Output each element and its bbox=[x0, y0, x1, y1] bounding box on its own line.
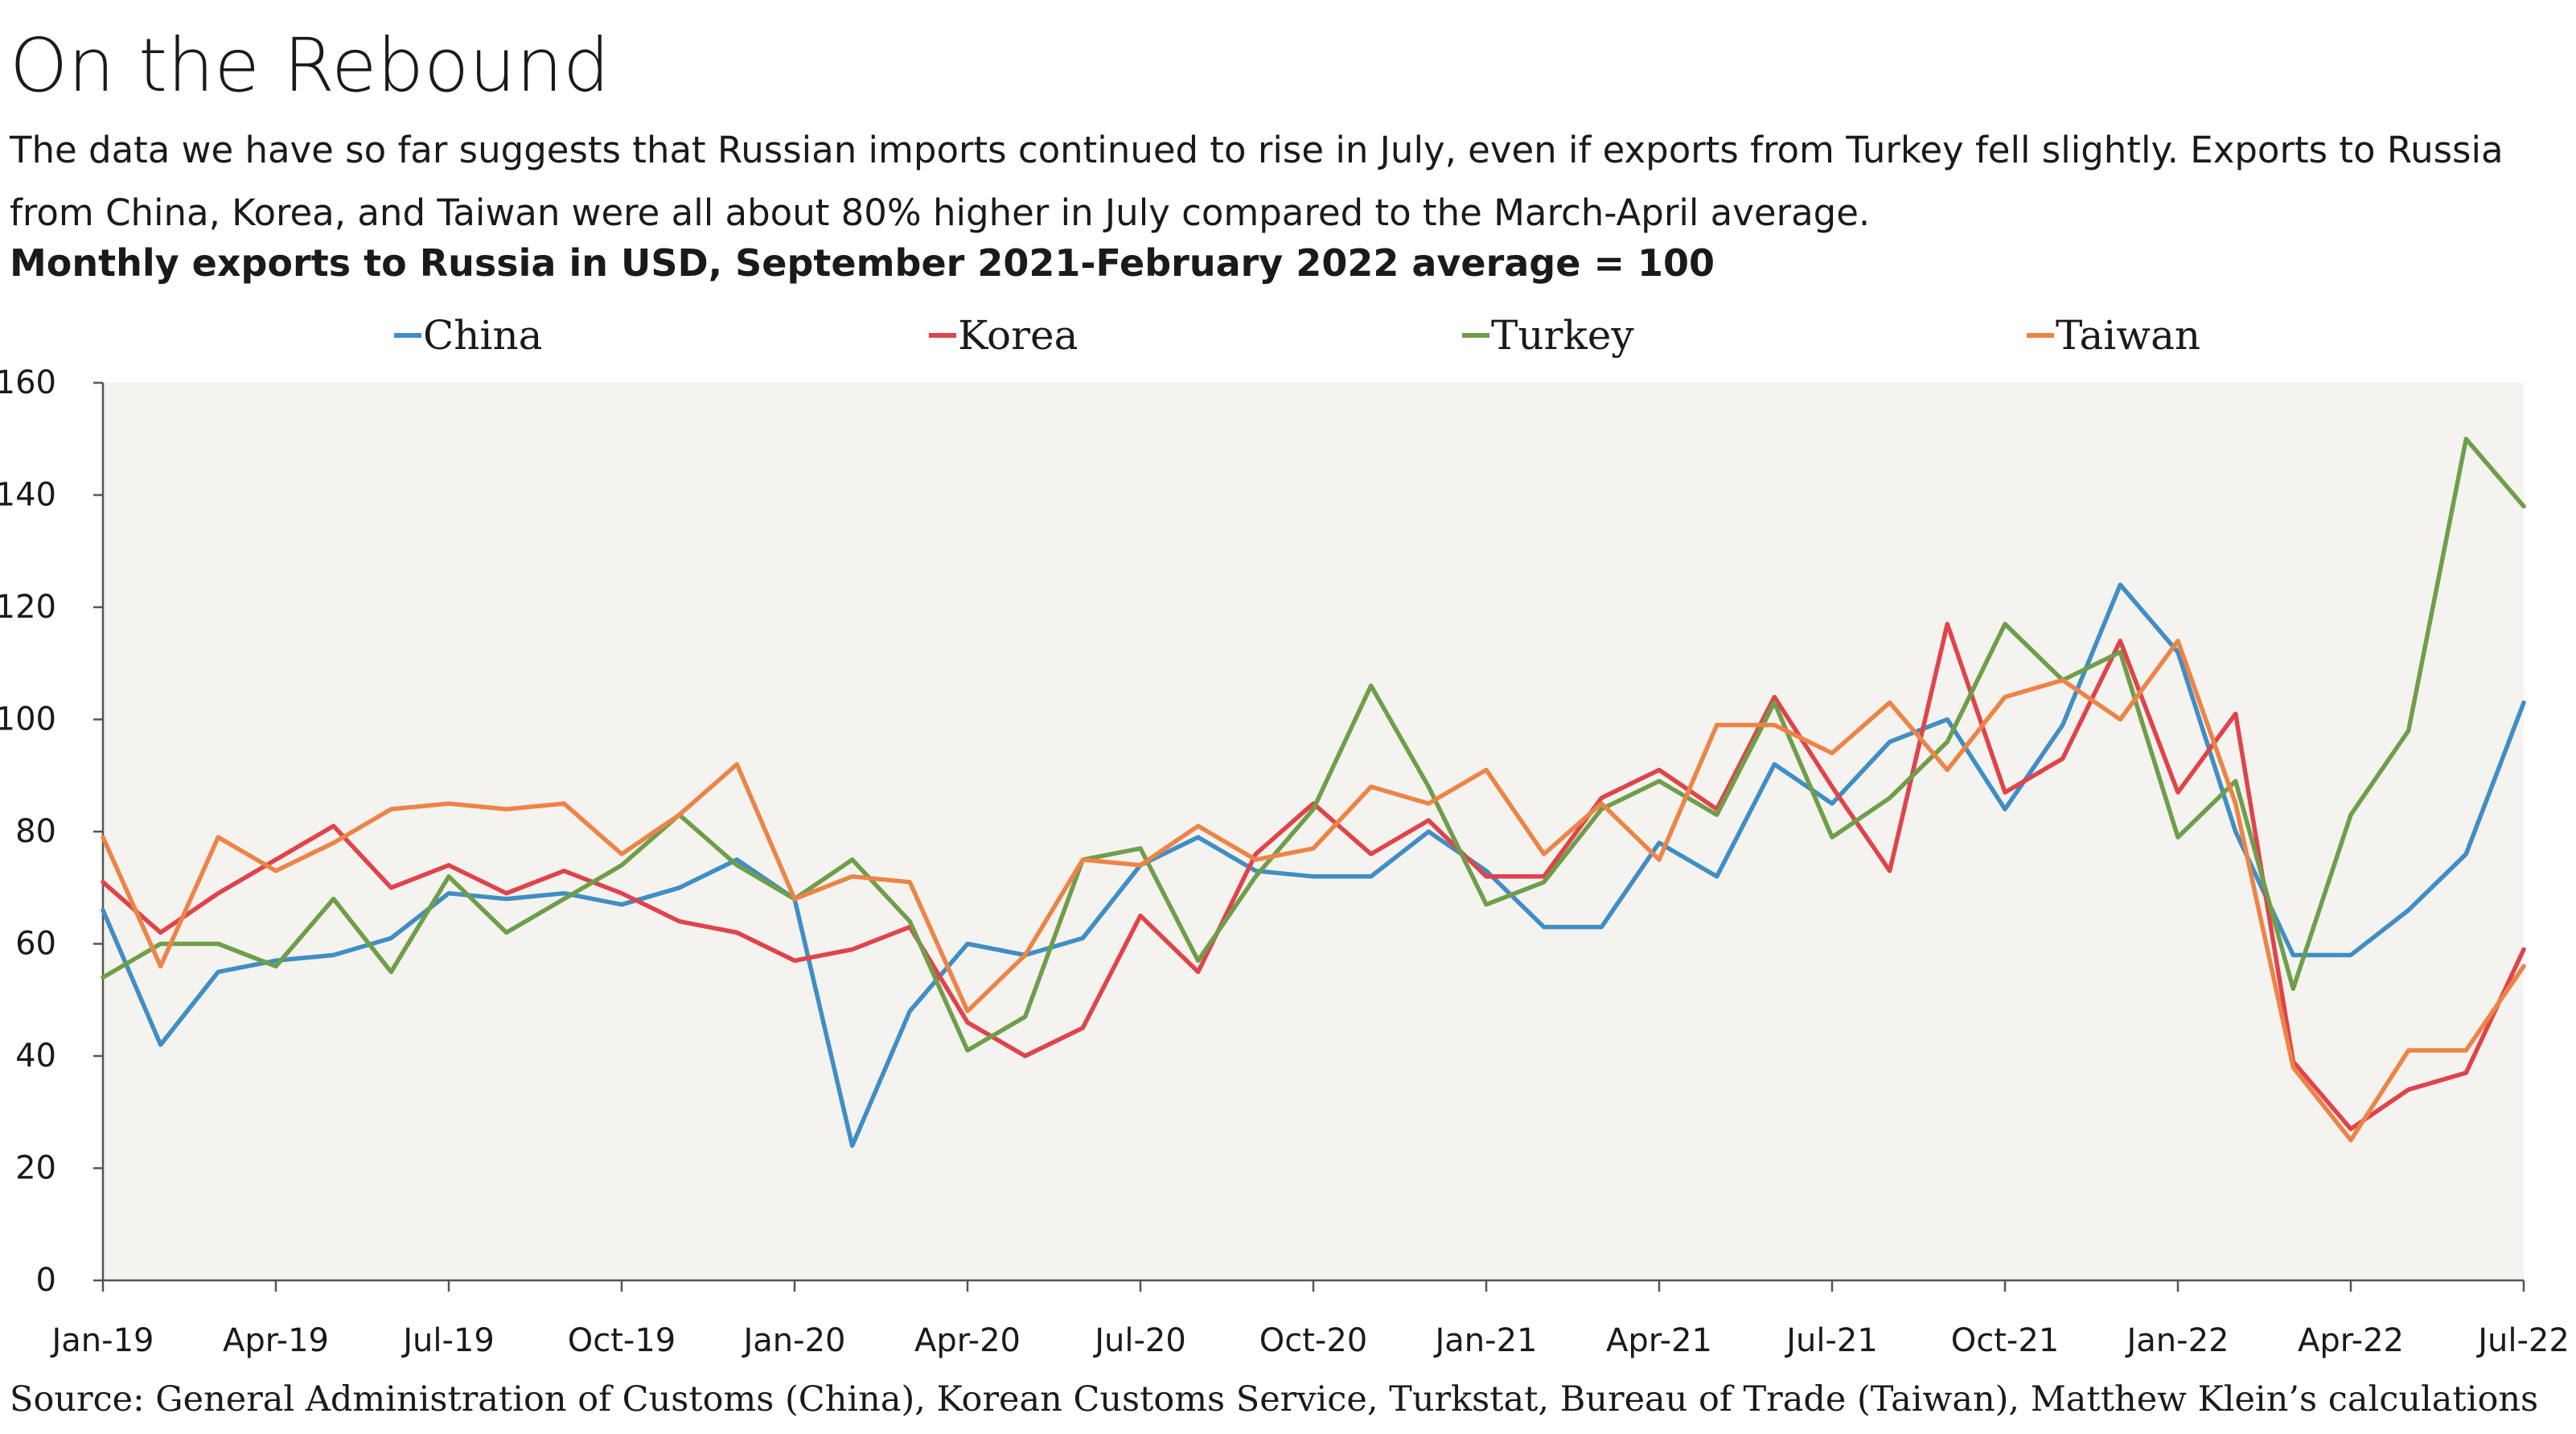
y-tick-label: 160 bbox=[0, 364, 56, 401]
y-tick-label: 20 bbox=[15, 1150, 56, 1187]
page-title: On the Rebound bbox=[10, 23, 610, 109]
x-tick-label: Oct-20 bbox=[1259, 1322, 1368, 1359]
x-tick-label: Oct-19 bbox=[568, 1322, 676, 1359]
chart-heading: Monthly exports to Russia in USD, Septem… bbox=[10, 241, 1715, 285]
x-tick-label: Apr-20 bbox=[914, 1322, 1021, 1359]
series-line-taiwan bbox=[101, 639, 2526, 1143]
subtitle: The data we have so far suggests that Ru… bbox=[10, 129, 2504, 234]
legend: China Korea Turkey Taiwan bbox=[394, 312, 2200, 359]
legend-item-china: China bbox=[394, 312, 542, 359]
legend-item-turkey: Turkey bbox=[1462, 312, 1634, 359]
x-tick-label: Jul-22 bbox=[2475, 1322, 2570, 1359]
legend-label: Taiwan bbox=[2056, 312, 2200, 359]
y-tick-label: 100 bbox=[0, 701, 56, 738]
series-lines bbox=[101, 437, 2526, 1148]
legend-item-taiwan: Taiwan bbox=[2027, 312, 2200, 359]
legend-label: Korea bbox=[958, 312, 1078, 359]
x-tick-label: Jan-20 bbox=[742, 1322, 846, 1359]
x-tick-label: Jul-21 bbox=[1784, 1322, 1878, 1359]
axes: 0 20 40 60 80 100 120 140 160 Jan-19 Apr-19 Jul-19 O… bbox=[0, 364, 2570, 1359]
y-tick-label: 40 bbox=[15, 1037, 56, 1074]
y-tick-label: 140 bbox=[0, 477, 56, 514]
series-line-korea bbox=[101, 622, 2526, 1132]
x-tick-label: Apr-22 bbox=[2298, 1322, 2404, 1359]
y-tick-label: 0 bbox=[36, 1262, 56, 1299]
x-tick-label: Jan-21 bbox=[1433, 1322, 1538, 1359]
legend-item-korea: Korea bbox=[929, 312, 1078, 359]
x-tick-label: Jan-19 bbox=[50, 1322, 154, 1359]
y-tick-label: 120 bbox=[0, 589, 56, 626]
source-note: Source: General Administration of Custom… bbox=[10, 1379, 2539, 1420]
x-tick-label: Jul-20 bbox=[1092, 1322, 1186, 1359]
legend-label: China bbox=[423, 312, 542, 359]
y-tick-label: 60 bbox=[15, 926, 56, 963]
plot-area bbox=[103, 383, 2524, 1280]
legend-label: Turkey bbox=[1491, 312, 1634, 359]
x-tick-label: Apr-19 bbox=[223, 1322, 329, 1359]
series-line-china bbox=[101, 582, 2526, 1148]
series-line-turkey bbox=[101, 437, 2526, 1053]
x-tick-label: Oct-21 bbox=[1951, 1322, 2060, 1359]
y-tick-label: 80 bbox=[15, 813, 56, 850]
x-tick-label: Jan-22 bbox=[2125, 1322, 2229, 1359]
x-tick-label: Apr-21 bbox=[1606, 1322, 1712, 1359]
x-tick-label: Jul-19 bbox=[401, 1322, 495, 1359]
